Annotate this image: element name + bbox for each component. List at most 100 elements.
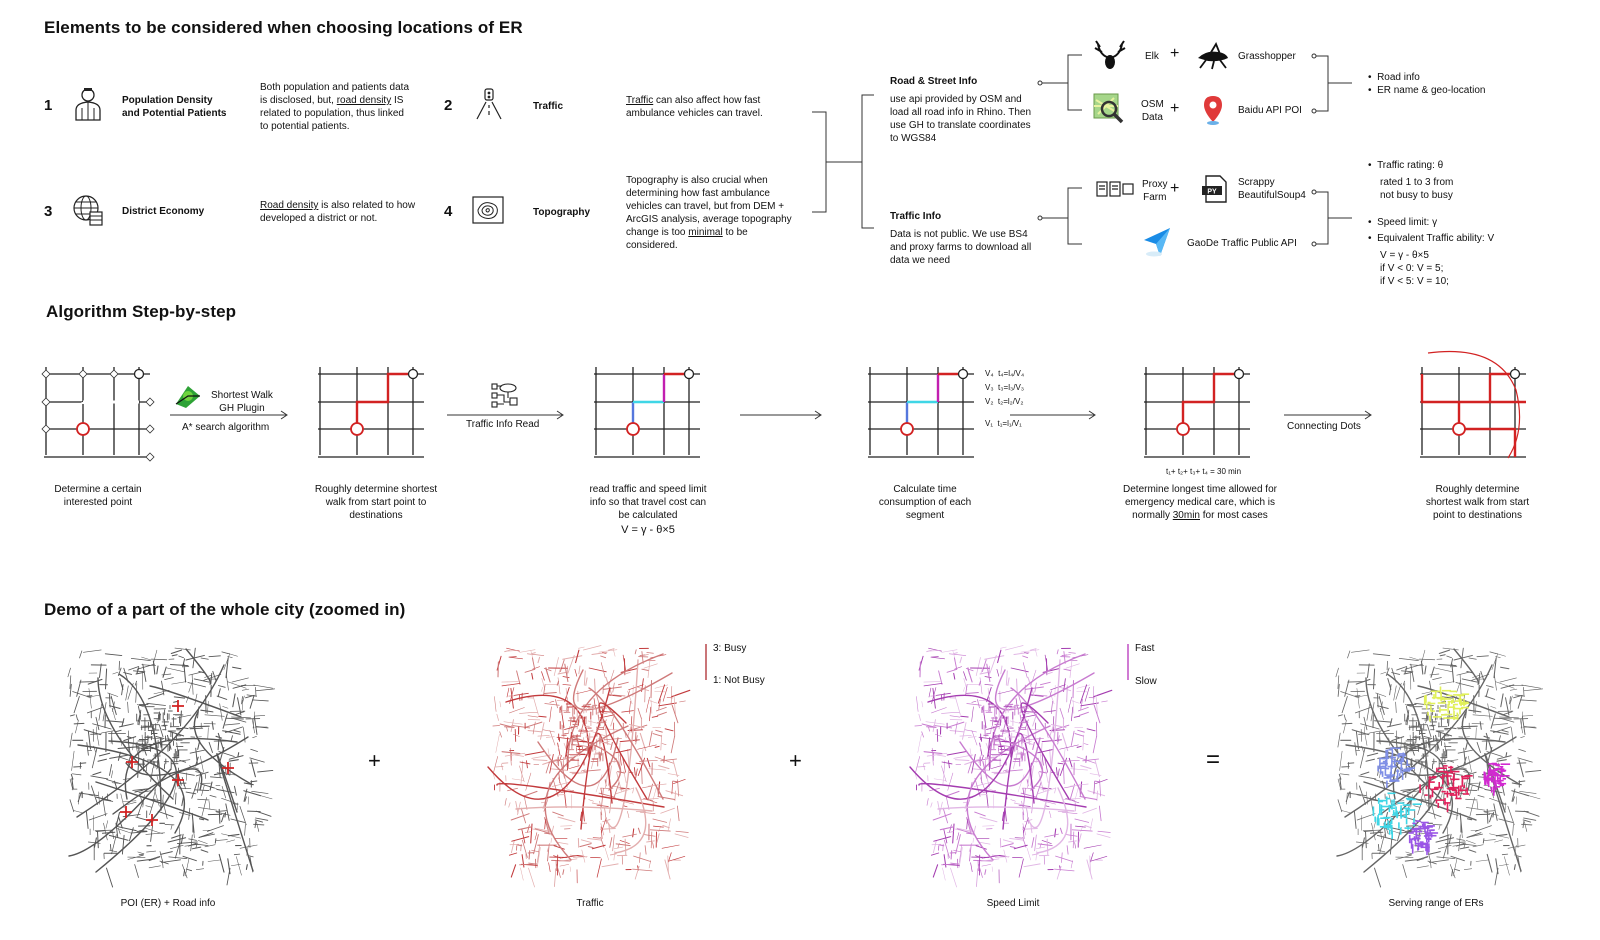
- item-number: 3: [44, 203, 53, 220]
- road-segment: [1469, 797, 1475, 817]
- main-road: [614, 787, 647, 854]
- road-segment: [936, 692, 951, 696]
- road-segment: [1453, 858, 1458, 877]
- road-segment: [642, 785, 652, 789]
- road-segment: [1380, 671, 1387, 675]
- road-segment: [674, 790, 677, 802]
- road-segment: [1505, 752, 1508, 758]
- road-segment: [215, 735, 223, 739]
- road-segment: [136, 663, 155, 670]
- road-segment: [1071, 700, 1080, 704]
- road-segment: [148, 856, 161, 862]
- plus-sign: +: [1170, 45, 1180, 62]
- list-text: ER name & geo-location: [1377, 85, 1486, 96]
- road-segment: [549, 706, 552, 722]
- road-segment: [655, 706, 667, 712]
- road-segment: [237, 752, 240, 758]
- road-segment: [1015, 698, 1018, 710]
- road-segment: [646, 757, 651, 768]
- road-segment: [171, 654, 178, 657]
- map-caption: Speed Limit: [986, 898, 1040, 909]
- desc-line: ArcGIS analysis, average topography: [626, 214, 792, 225]
- road-segment: [130, 658, 151, 661]
- road-segment: [1450, 855, 1465, 862]
- road-segment: [1035, 782, 1042, 799]
- road-segment: [1420, 660, 1424, 675]
- road-segment: [553, 855, 562, 859]
- road-segment: [83, 649, 102, 653]
- road-segment: [1405, 711, 1409, 723]
- desc-underline: Traffic: [626, 95, 654, 106]
- road-segment: [1492, 723, 1508, 726]
- road-segment: [1489, 813, 1493, 823]
- road-segment: [1040, 681, 1051, 686]
- road-segment: [627, 690, 633, 705]
- road-segment: [245, 864, 248, 870]
- road-segment: [956, 828, 972, 834]
- road-segment: [1034, 834, 1037, 852]
- road-segment: [1035, 850, 1038, 861]
- road-segment: [1015, 678, 1018, 695]
- label-line: BeautifulSoup4: [1238, 190, 1306, 201]
- road-segment: [554, 868, 556, 887]
- road-segment: [116, 825, 137, 832]
- gaode-icon: [1144, 228, 1170, 257]
- road-segment: [537, 844, 540, 863]
- elk-label: Elk: [1145, 51, 1159, 62]
- segment-row: V₂ t₂=l₂/V₂: [985, 395, 1024, 409]
- caption-line: shortest walk from start: [1425, 497, 1530, 508]
- road-segment: [1363, 716, 1368, 731]
- seg-v: V₄: [985, 369, 994, 378]
- road-segment: [123, 672, 133, 675]
- baidu-label: Baidu API POI: [1238, 105, 1302, 116]
- road-segment: [1083, 844, 1102, 849]
- road-segment: [1335, 667, 1339, 678]
- road-segment: [196, 772, 201, 793]
- road-segment: [255, 687, 257, 697]
- road-segment: [1394, 736, 1401, 739]
- road-segment: [504, 798, 507, 806]
- road-segment: [99, 663, 102, 678]
- road-segment: [127, 854, 144, 860]
- road-segment: [1484, 811, 1499, 816]
- road-segment: [1027, 676, 1035, 696]
- road-segment: [519, 761, 531, 765]
- road-segment: [1024, 652, 1029, 654]
- road-segment: [116, 828, 132, 834]
- road-segment: [1453, 654, 1473, 661]
- formula: if V < 5: V = 10;: [1380, 276, 1449, 287]
- segment-row: V₃ t₃=l₃/V₃: [985, 381, 1024, 395]
- road-segment: [524, 831, 532, 833]
- road-segment: [644, 845, 647, 855]
- road-segment: [1009, 837, 1024, 841]
- road-segment: [1337, 778, 1342, 791]
- road-segment: [600, 662, 606, 678]
- road-segment: [1080, 765, 1092, 770]
- road-segment: [88, 813, 108, 821]
- road-segment: [109, 844, 112, 851]
- road-segment: [255, 726, 269, 729]
- road-segment: [1074, 733, 1084, 737]
- road-segment: [1501, 853, 1509, 856]
- road-segment: [1490, 706, 1497, 709]
- road-segment: [1471, 723, 1484, 725]
- road-segment: [1059, 744, 1079, 750]
- road-segment: [134, 680, 137, 686]
- road-segment: [239, 805, 247, 826]
- road-segment: [118, 723, 134, 728]
- road-segment: [1366, 752, 1379, 757]
- road-segment: [979, 677, 983, 695]
- road-segment: [987, 687, 991, 707]
- road-segment: [1457, 749, 1475, 754]
- road-segment: [1479, 721, 1482, 730]
- road-segment: [104, 653, 123, 657]
- road-segment: [232, 693, 236, 708]
- road-segment: [947, 721, 965, 728]
- road-segment: [97, 758, 107, 762]
- road-segment: [1055, 767, 1058, 776]
- road-segment: [1504, 856, 1510, 876]
- road-segment: [596, 858, 602, 878]
- road-segment: [1380, 701, 1383, 712]
- road-segment: [209, 795, 217, 798]
- road-segment: [650, 831, 653, 849]
